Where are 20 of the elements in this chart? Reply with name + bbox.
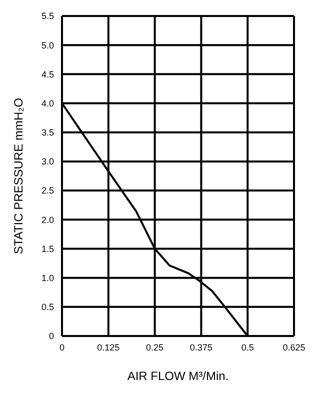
y-tick-label: 1.5 <box>41 244 54 254</box>
x-tick-label: 0.375 <box>190 342 212 352</box>
y-tick-label: 0.5 <box>41 302 54 312</box>
y-tick-label: 3.0 <box>41 156 54 167</box>
y-axis-title: STATIC PRESSURE mmH₂O <box>11 98 26 254</box>
x-axis-title: AIR FLOW M³/Min. <box>127 369 229 383</box>
y-tick-label: 5.0 <box>41 40 54 50</box>
x-tick-label: 0.5 <box>241 342 254 352</box>
y-tick-label: 3.5 <box>41 128 54 138</box>
y-tick-label: 5.5 <box>41 11 54 22</box>
y-tick-label: 4.0 <box>41 98 54 108</box>
y-tick-label: 2.5 <box>41 186 54 196</box>
x-tick-label: 0.625 <box>282 342 306 352</box>
y-tick-label: 0 <box>48 331 54 342</box>
y-tick-label: 1.0 <box>41 273 54 284</box>
y-tick-label: 4.5 <box>41 69 54 80</box>
x-tick-label: 0.25 <box>146 342 164 352</box>
x-tick-label: 0.125 <box>97 342 120 352</box>
x-tick-label: 0 <box>59 342 65 352</box>
y-tick-label: 2.0 <box>41 214 54 225</box>
